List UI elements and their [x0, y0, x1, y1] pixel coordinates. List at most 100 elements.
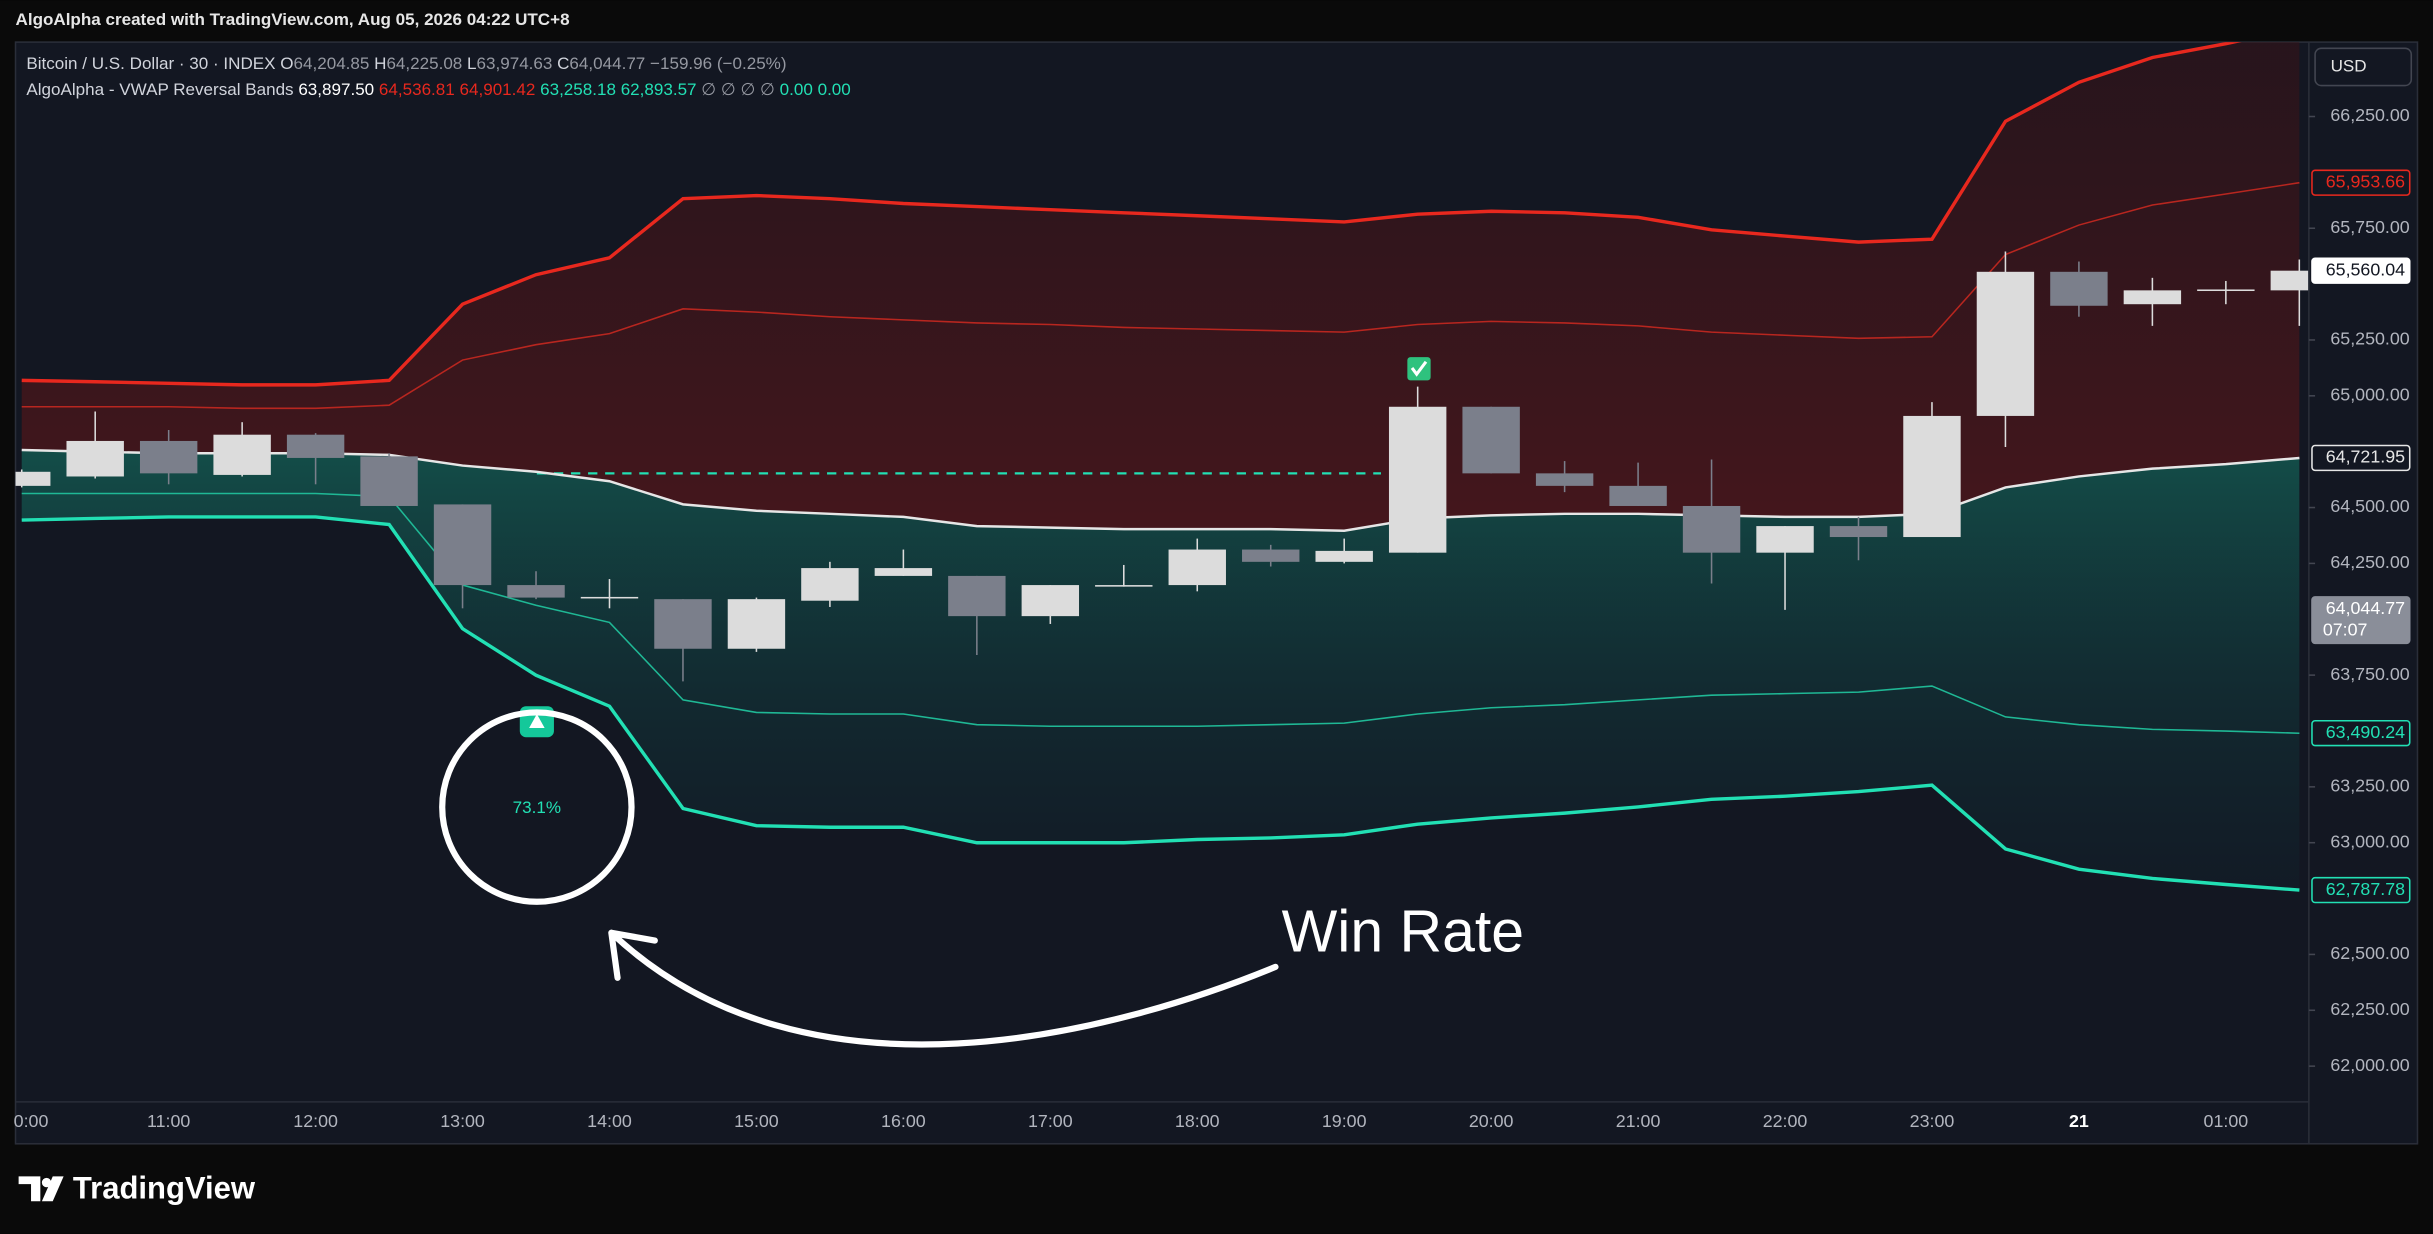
indicator-value: 0.00: [818, 80, 851, 99]
band-line: [21, 492, 2300, 734]
c-label: C: [557, 53, 569, 72]
indicator-value: 63,897.50: [298, 80, 374, 99]
x-tick-label: 13:00: [440, 1111, 485, 1131]
currency[interactable]: USD: [2331, 56, 2367, 75]
upper-band-fill: [21, 42, 2300, 531]
axes: 62,000.00 62,250.00 62,500.00 63,000.00 63,2…: [14, 105, 2411, 1131]
x-tick-label: 14:00: [587, 1111, 632, 1131]
indicator-value: ∅ ∅ ∅ ∅: [701, 80, 775, 99]
price-label-box: [2311, 257, 2411, 284]
price-label: 65,560.04: [2326, 259, 2405, 279]
x-tick-label: 18:00: [1175, 1111, 1220, 1131]
price-label-box: [2311, 444, 2411, 472]
candle-body: [2197, 289, 2255, 292]
countdown: 07:07: [2323, 620, 2368, 640]
y-tick-label: 64,250.00: [2330, 552, 2409, 572]
indicator: AlgoAlpha - VWAP Reversal Bands: [26, 80, 293, 99]
candle-body: [360, 456, 418, 506]
legend-line: AlgoAlpha - VWAP Reversal Bands 63,897.5…: [26, 80, 850, 99]
y-tick-label: 64,500.00: [2330, 496, 2409, 516]
highlight-circle: [439, 709, 635, 905]
price-label-box: [2311, 876, 2411, 904]
y-tick-label: 65,000.00: [2330, 385, 2409, 405]
band-line: [21, 181, 2300, 410]
l-value: 63,974.63: [477, 53, 553, 72]
indicator-value: 63,258.18: [540, 80, 616, 99]
l-label: L: [467, 53, 476, 72]
candle-body: [948, 575, 1006, 617]
candle-body: [1168, 549, 1226, 586]
band-line: [21, 515, 2300, 892]
legend-line: Bitcoin / U.S. Dollar · 30 · INDEX O 64,2…: [26, 53, 786, 72]
candle-body: [139, 440, 198, 474]
candle-body: [801, 568, 859, 601]
y-tick-label: 63,000.00: [2330, 831, 2409, 851]
h-value: 64,225.08: [386, 53, 462, 72]
x-tick-label: 21:00: [1616, 1111, 1661, 1131]
take-profit-marker: [1407, 357, 1431, 381]
candle-body: [1756, 526, 1814, 553]
x-tick-label: 17:00: [1028, 1111, 1073, 1131]
y-tick-label: 63,750.00: [2330, 664, 2409, 684]
candle-body: [580, 596, 639, 599]
indicator-value: 64,536.81: [379, 80, 455, 99]
candle-body: [2270, 270, 2309, 291]
candle-body: [1609, 485, 1667, 506]
candle-body: [2050, 271, 2108, 306]
candle-body: [507, 585, 565, 598]
lower-band-fill: [21, 450, 2300, 891]
candle-body: [15, 471, 51, 486]
y-tick-label: 62,250.00: [2330, 999, 2409, 1019]
callout: Win Rate: [1282, 899, 1524, 964]
candle-body: [1976, 271, 2035, 416]
band-line: [21, 42, 2242, 387]
price-label: 64,044.77: [2326, 598, 2405, 618]
candle-body: [1462, 406, 1520, 474]
y-tick-label: 66,250.00: [2330, 105, 2409, 125]
candle-body: [433, 504, 492, 586]
brand: TradingView: [73, 1171, 256, 1206]
x-tick-label: 19:00: [1322, 1111, 1367, 1131]
symbol: Bitcoin / U.S. Dollar · 30 · INDEX: [26, 53, 276, 72]
price-label-box: [2311, 596, 2411, 645]
currency-button[interactable]: [2314, 47, 2413, 87]
y-tick-label: 62,000.00: [2330, 1055, 2409, 1075]
indicator-value: 62,893.57: [621, 80, 697, 99]
candle-body: [1388, 406, 1447, 553]
win-rate: 73.1%: [513, 798, 561, 817]
callout-arrow: [608, 929, 1279, 1048]
change: −159.96 (−0.25%): [650, 53, 786, 72]
price-label: 65,953.66: [2326, 171, 2405, 191]
x-tick-label: 22:00: [1763, 1111, 1808, 1131]
price-label-box: [2311, 169, 2411, 196]
y-tick-label: 63,250.00: [2330, 776, 2409, 796]
candle-body: [1242, 549, 1300, 562]
indicator-value: 0.00: [780, 80, 813, 99]
x-tick-label: 12:00: [293, 1111, 338, 1131]
price-label-box: [2311, 719, 2411, 747]
price-label: 62,787.78: [2326, 879, 2405, 899]
indicator-value: 64,901.42: [460, 80, 536, 99]
candle-body: [1682, 505, 1741, 553]
plot: [15, 42, 2309, 892]
y-tick-label: 65,750.00: [2330, 217, 2409, 237]
candle-body: [1315, 550, 1373, 562]
x-tick-label: 01:00: [2204, 1111, 2249, 1131]
candle-body: [1829, 526, 1888, 538]
candle-body: [213, 434, 271, 475]
candle-body: [2123, 290, 2182, 305]
y-tick-label: 65,250.00: [2330, 329, 2409, 349]
brand-logo: [18, 1176, 64, 1202]
x-tick-label: 20:00: [1469, 1111, 1514, 1131]
x-tick-label: 16:00: [881, 1111, 926, 1131]
candle-body: [1903, 415, 1961, 538]
x-tick-label: 15:00: [734, 1111, 779, 1131]
c-value: 64,044.77: [569, 53, 645, 72]
candle-body: [286, 434, 345, 458]
candle-body: [66, 440, 124, 477]
candle-body: [654, 599, 712, 649]
h-label: H: [374, 53, 386, 72]
o-label: O: [280, 53, 293, 72]
candle-body: [874, 568, 933, 576]
